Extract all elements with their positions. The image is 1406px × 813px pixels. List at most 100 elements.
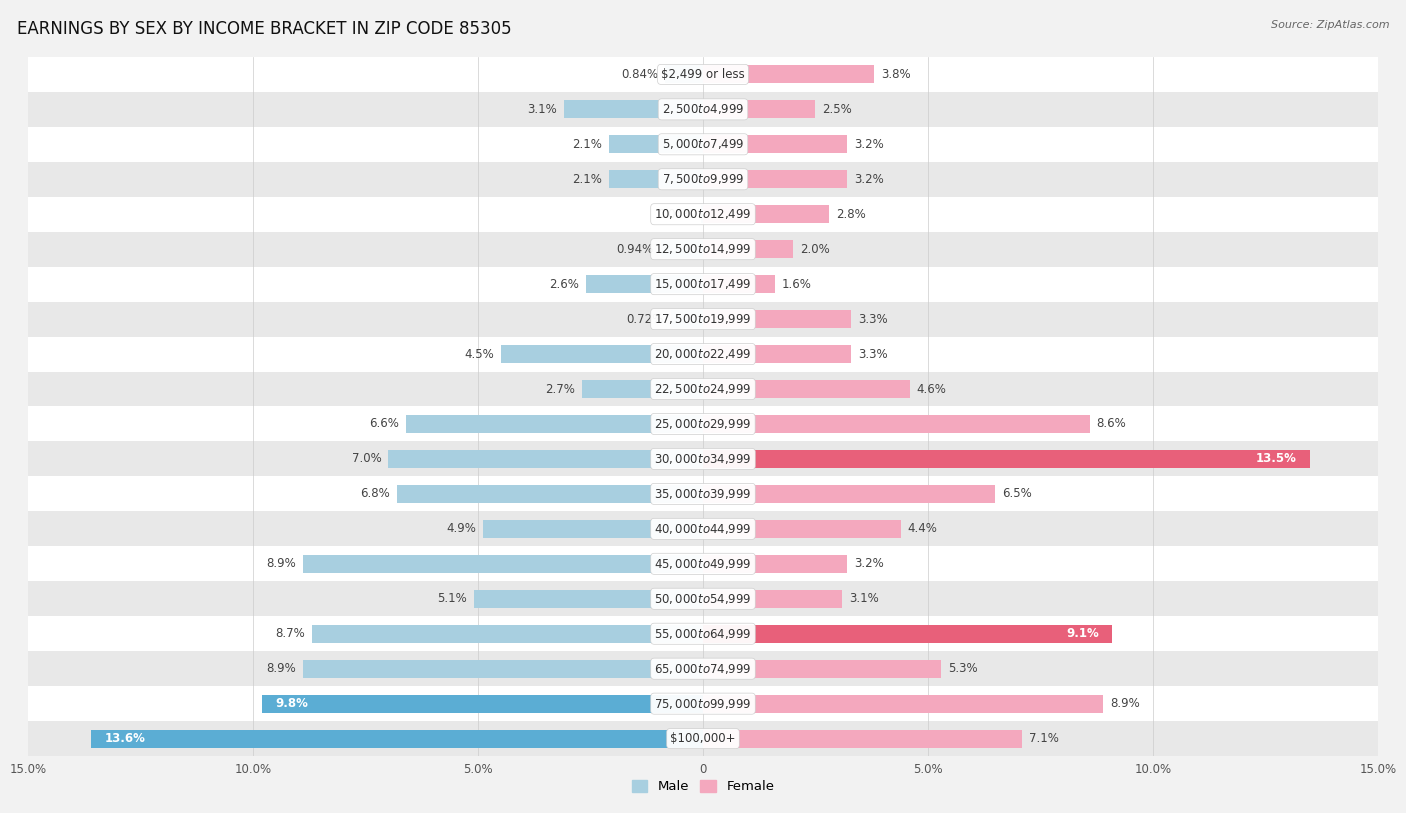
Text: $25,000 to $29,999: $25,000 to $29,999 xyxy=(654,417,752,431)
Legend: Male, Female: Male, Female xyxy=(626,775,780,798)
Bar xyxy=(703,65,875,84)
Bar xyxy=(703,310,852,328)
Text: $7,500 to $9,999: $7,500 to $9,999 xyxy=(662,172,744,186)
Text: 8.9%: 8.9% xyxy=(1111,698,1140,710)
Bar xyxy=(703,729,1022,748)
Bar xyxy=(703,345,852,363)
Bar xyxy=(28,546,1378,581)
Bar xyxy=(28,721,1378,756)
Bar xyxy=(501,345,703,363)
Text: $100,000+: $100,000+ xyxy=(671,733,735,745)
Text: $2,499 or less: $2,499 or less xyxy=(661,68,745,80)
Bar xyxy=(388,450,703,468)
Text: $55,000 to $64,999: $55,000 to $64,999 xyxy=(654,627,752,641)
Bar xyxy=(28,302,1378,337)
Bar xyxy=(262,694,703,713)
Text: 0.94%: 0.94% xyxy=(617,243,654,255)
Bar xyxy=(703,380,910,398)
Text: 2.0%: 2.0% xyxy=(800,243,830,255)
Bar xyxy=(474,589,703,608)
Bar xyxy=(703,100,815,119)
Text: 3.8%: 3.8% xyxy=(880,68,910,80)
Text: $40,000 to $44,999: $40,000 to $44,999 xyxy=(654,522,752,536)
Bar xyxy=(302,554,703,573)
Bar xyxy=(406,415,703,433)
Text: $15,000 to $17,499: $15,000 to $17,499 xyxy=(654,277,752,291)
Text: 3.3%: 3.3% xyxy=(858,348,887,360)
Text: 4.5%: 4.5% xyxy=(464,348,494,360)
Text: 9.1%: 9.1% xyxy=(1066,628,1099,640)
Text: $20,000 to $22,499: $20,000 to $22,499 xyxy=(654,347,752,361)
Bar xyxy=(91,729,703,748)
Text: 5.3%: 5.3% xyxy=(948,663,977,675)
Text: 3.3%: 3.3% xyxy=(858,313,887,325)
Text: $45,000 to $49,999: $45,000 to $49,999 xyxy=(654,557,752,571)
Text: 2.1%: 2.1% xyxy=(572,138,602,150)
Bar xyxy=(28,267,1378,302)
Bar xyxy=(703,205,830,224)
Text: $2,500 to $4,999: $2,500 to $4,999 xyxy=(662,102,744,116)
Text: 8.9%: 8.9% xyxy=(266,558,295,570)
Bar xyxy=(703,415,1090,433)
Bar xyxy=(609,135,703,154)
Text: 8.7%: 8.7% xyxy=(276,628,305,640)
Text: 0.04%: 0.04% xyxy=(658,208,695,220)
Bar xyxy=(703,170,846,189)
Bar xyxy=(661,240,703,259)
Text: 5.1%: 5.1% xyxy=(437,593,467,605)
Text: 1.6%: 1.6% xyxy=(782,278,811,290)
Bar xyxy=(703,624,1112,643)
Bar xyxy=(28,92,1378,127)
Text: $5,000 to $7,499: $5,000 to $7,499 xyxy=(662,137,744,151)
Text: 3.2%: 3.2% xyxy=(853,173,883,185)
Text: 8.6%: 8.6% xyxy=(1097,418,1126,430)
Bar xyxy=(703,450,1310,468)
Text: $10,000 to $12,499: $10,000 to $12,499 xyxy=(654,207,752,221)
Text: 4.9%: 4.9% xyxy=(446,523,475,535)
Bar xyxy=(28,57,1378,92)
Text: $75,000 to $99,999: $75,000 to $99,999 xyxy=(654,697,752,711)
Bar xyxy=(28,406,1378,441)
Bar xyxy=(28,197,1378,232)
Bar xyxy=(28,162,1378,197)
Text: 2.6%: 2.6% xyxy=(550,278,579,290)
Bar xyxy=(703,554,846,573)
Bar xyxy=(28,441,1378,476)
Bar xyxy=(28,372,1378,406)
Bar xyxy=(564,100,703,119)
Bar xyxy=(28,337,1378,372)
Text: $65,000 to $74,999: $65,000 to $74,999 xyxy=(654,662,752,676)
Text: 3.1%: 3.1% xyxy=(849,593,879,605)
Bar xyxy=(703,275,775,293)
Bar xyxy=(28,616,1378,651)
Text: 2.5%: 2.5% xyxy=(823,103,852,115)
Text: 3.2%: 3.2% xyxy=(853,138,883,150)
Text: 4.6%: 4.6% xyxy=(917,383,946,395)
Text: 13.6%: 13.6% xyxy=(104,733,145,745)
Bar xyxy=(671,310,703,328)
Text: $17,500 to $19,999: $17,500 to $19,999 xyxy=(654,312,752,326)
Text: 4.4%: 4.4% xyxy=(908,523,938,535)
Bar xyxy=(582,380,703,398)
Bar xyxy=(609,170,703,189)
Bar xyxy=(703,659,942,678)
Bar xyxy=(703,694,1104,713)
Bar xyxy=(28,686,1378,721)
Text: $22,500 to $24,999: $22,500 to $24,999 xyxy=(654,382,752,396)
Bar xyxy=(28,232,1378,267)
Bar xyxy=(703,589,842,608)
Text: 6.6%: 6.6% xyxy=(370,418,399,430)
Bar xyxy=(482,520,703,538)
Bar xyxy=(28,127,1378,162)
Text: 7.0%: 7.0% xyxy=(352,453,381,465)
Text: Source: ZipAtlas.com: Source: ZipAtlas.com xyxy=(1271,20,1389,30)
Bar xyxy=(703,485,995,503)
Bar xyxy=(302,659,703,678)
Text: EARNINGS BY SEX BY INCOME BRACKET IN ZIP CODE 85305: EARNINGS BY SEX BY INCOME BRACKET IN ZIP… xyxy=(17,20,512,38)
Text: 0.84%: 0.84% xyxy=(621,68,658,80)
Text: 13.5%: 13.5% xyxy=(1256,453,1296,465)
Text: 6.5%: 6.5% xyxy=(1002,488,1032,500)
Text: $12,500 to $14,999: $12,500 to $14,999 xyxy=(654,242,752,256)
Bar xyxy=(28,651,1378,686)
Bar xyxy=(703,240,793,259)
